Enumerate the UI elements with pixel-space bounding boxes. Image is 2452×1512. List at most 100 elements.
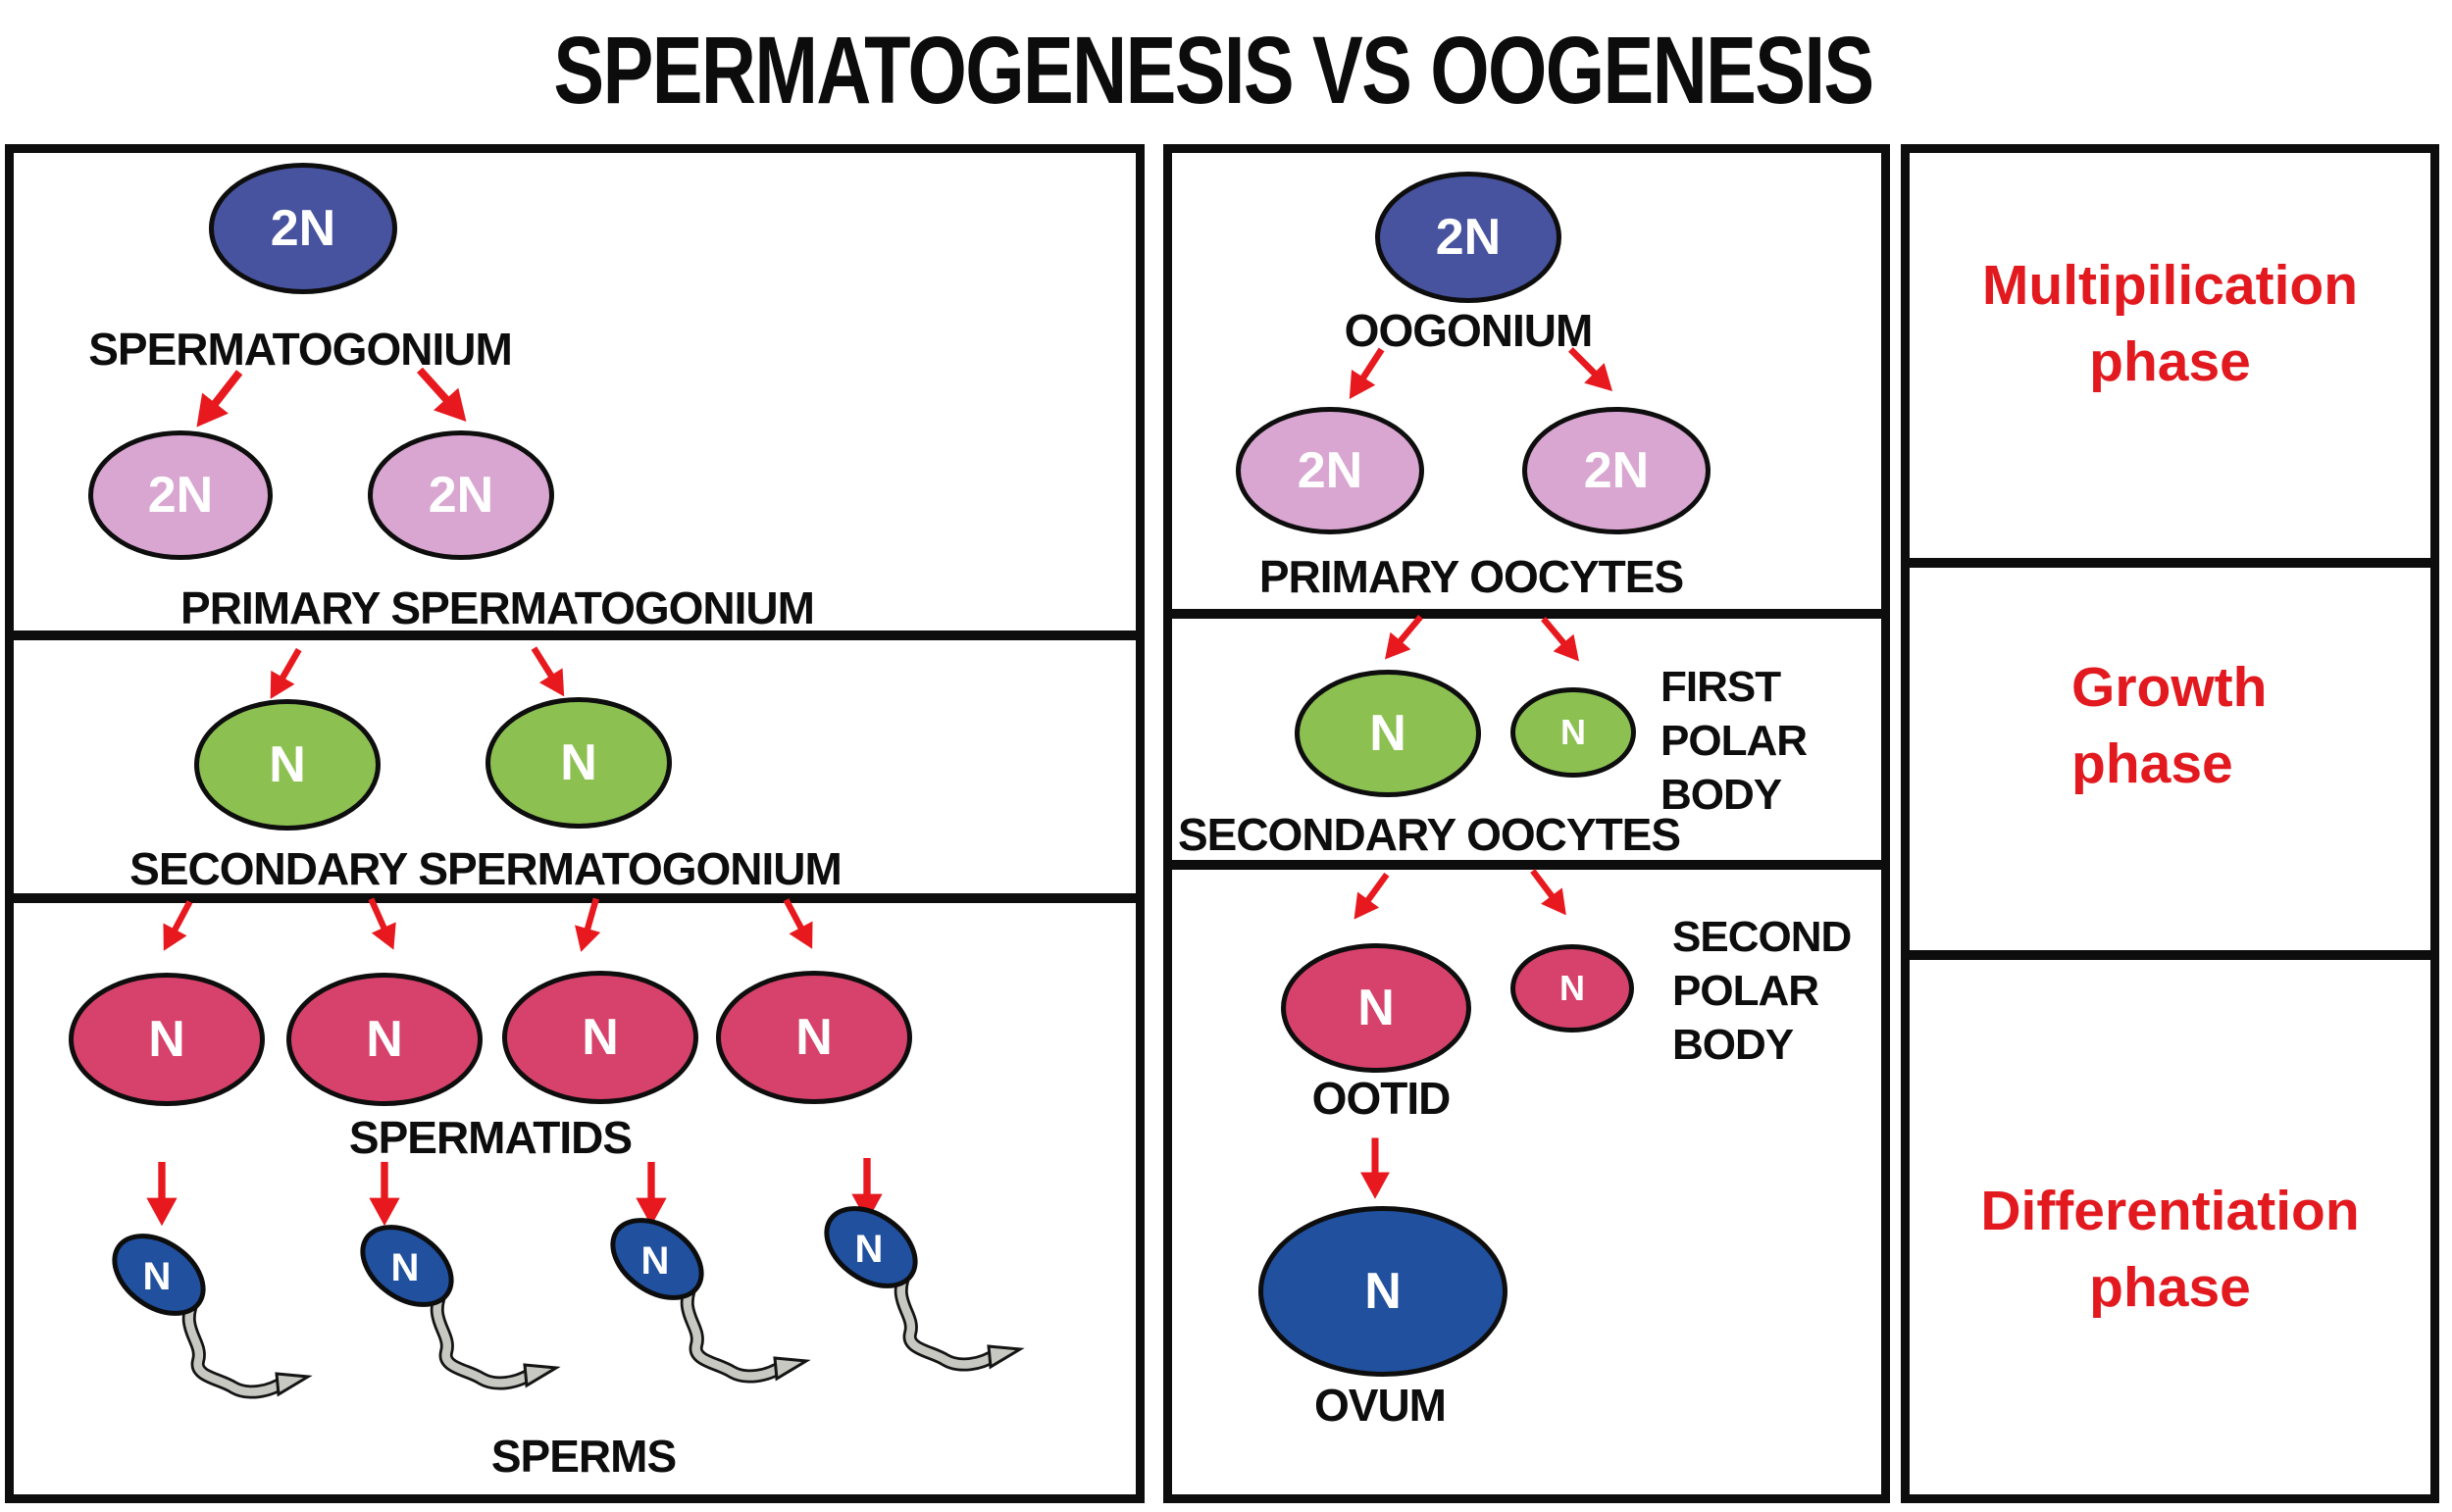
secondary-spermatogonium-label: SECONDARY SPERMATOGONIUM: [129, 843, 843, 894]
cell-label: N: [1357, 980, 1395, 1036]
sperm-tail-tip: [523, 1363, 561, 1388]
cell-label: N: [855, 1228, 884, 1271]
spermatogenesis-divider-1: [5, 630, 1145, 640]
spermatid-cell-4: N: [716, 971, 912, 1104]
note-line: POLAR: [1660, 717, 1808, 765]
oogenesis-divider-1: [1163, 609, 1890, 619]
cell-label: N: [795, 1009, 833, 1066]
sperm-tail: [896, 1266, 1001, 1369]
primary-spermatogonium-label: PRIMARY SPERMATOGONIUM: [180, 582, 815, 633]
secondary-oocyte-cell: N: [1295, 670, 1481, 797]
cell-label: 2N: [1297, 442, 1363, 499]
primary-spermatogonium-cell-2: 2N: [368, 430, 554, 560]
arrow-icon: [1343, 867, 1398, 929]
cell-label: N: [148, 1011, 185, 1068]
ovum-label: OVUM: [1314, 1380, 1447, 1431]
cell-label: N: [560, 734, 597, 791]
oogonium-label: OOGONIUM: [1344, 305, 1594, 356]
sperm-cell-1: N: [98, 1228, 324, 1414]
cell-label: N: [269, 736, 306, 793]
note-line: BODY: [1672, 1021, 1794, 1069]
cell-label: 2N: [1435, 209, 1502, 266]
first-polar-body-note: FIRST POLAR BODY: [1660, 660, 1808, 822]
primary-oocyte-cell-1: 2N: [1236, 407, 1424, 534]
cell-label: 2N: [147, 467, 214, 524]
primary-oocytes-label: PRIMARY OOCYTES: [1258, 551, 1684, 602]
sperm-cell-2: N: [346, 1219, 572, 1405]
arrow-icon: [151, 895, 201, 958]
secondary-oocytes-label: SECONDARY OOCYTES: [1177, 809, 1681, 860]
sperm-cell-4: N: [810, 1200, 1036, 1386]
spermatid-cell-3: N: [502, 971, 698, 1104]
cell-label: N: [143, 1255, 172, 1298]
note-line: BODY: [1660, 771, 1782, 819]
cell-label: N: [1369, 705, 1406, 762]
sperm-head: [360, 1225, 454, 1307]
cell-label: N: [1364, 1263, 1402, 1320]
sperm-tail-tip: [773, 1356, 811, 1382]
cell-label: N: [366, 1011, 403, 1068]
phases-divider-2: [1901, 950, 2439, 960]
arrow-icon: [774, 893, 824, 956]
oogonium-cell: 2N: [1375, 172, 1561, 303]
ootid-cell: N: [1281, 943, 1471, 1073]
sperm-head: [112, 1234, 206, 1316]
phases-divider-1: [1901, 558, 2439, 568]
sperms-label: SPERMS: [490, 1431, 677, 1482]
sperm-tail: [683, 1278, 788, 1381]
spermatogonium-label: SPERMATOGONIUM: [88, 324, 513, 375]
arrow-icon: [369, 1161, 400, 1227]
cell-label: N: [1560, 712, 1586, 752]
note-line: SECOND: [1672, 913, 1852, 961]
ovum-cell: N: [1258, 1206, 1507, 1377]
arrow-icon: [258, 642, 311, 706]
arrow-icon: [1560, 339, 1623, 402]
growth-phase-label: Growth phase: [2071, 649, 2267, 802]
cell-label: N: [641, 1239, 670, 1283]
second-polar-body-cell: N: [1510, 944, 1634, 1033]
secondary-spermatogonium-cell-1: N: [194, 699, 381, 831]
sperm-head: [824, 1206, 918, 1288]
spermatid-cell-1: N: [69, 973, 265, 1106]
sperm-tail: [184, 1293, 289, 1396]
cell-label: N: [391, 1246, 420, 1289]
ootid-label: OOTID: [1311, 1073, 1452, 1124]
arrow-icon: [146, 1161, 178, 1227]
second-polar-body-note: SECOND POLAR BODY: [1672, 910, 1852, 1072]
cell-label: N: [582, 1009, 619, 1066]
differentiation-phase-label: Differentiation phase: [1910, 1173, 2430, 1326]
arrow-icon: [1533, 610, 1590, 671]
arrow-icon: [523, 641, 577, 705]
secondary-spermatogonium-cell-2: N: [485, 697, 672, 829]
sperm-cell-3: N: [596, 1212, 822, 1398]
sperm-tail: [433, 1285, 537, 1387]
arrow-icon: [1360, 1137, 1390, 1199]
diagram-title: SPERMATOGENESIS VS OOGENESIS: [553, 17, 1874, 124]
phase-line: Multipilication: [1981, 254, 2359, 317]
spermatid-cell-2: N: [286, 973, 483, 1106]
spermatids-label: SPERMATIDS: [348, 1112, 633, 1163]
spermatogonium-cell: 2N: [209, 163, 397, 294]
oogenesis-divider-2: [1163, 860, 1890, 870]
cell-label: N: [1559, 968, 1585, 1008]
first-polar-body-cell: N: [1510, 687, 1636, 778]
phase-line: phase: [2089, 330, 2251, 393]
arrow-icon: [359, 893, 406, 956]
note-line: FIRST: [1660, 663, 1781, 711]
phases-panel: [1901, 144, 2439, 1503]
cell-label: 2N: [270, 200, 336, 257]
arrow-icon: [1374, 608, 1431, 669]
phase-line: Differentiation: [1980, 1180, 2360, 1242]
sperm-tail-tip: [987, 1344, 1025, 1370]
spermatogenesis-divider-2: [5, 893, 1145, 903]
arrow-icon: [1337, 341, 1394, 407]
arrow-icon: [182, 362, 252, 438]
arrow-icon: [1522, 863, 1577, 924]
phase-line: phase: [2089, 1256, 2251, 1319]
multiplication-phase-label: Multipilication phase: [1910, 247, 2430, 400]
phase-line: phase: [2071, 732, 2233, 795]
arrow-icon: [407, 359, 479, 433]
cell-label: 2N: [1583, 442, 1650, 499]
cell-label: 2N: [428, 467, 494, 524]
